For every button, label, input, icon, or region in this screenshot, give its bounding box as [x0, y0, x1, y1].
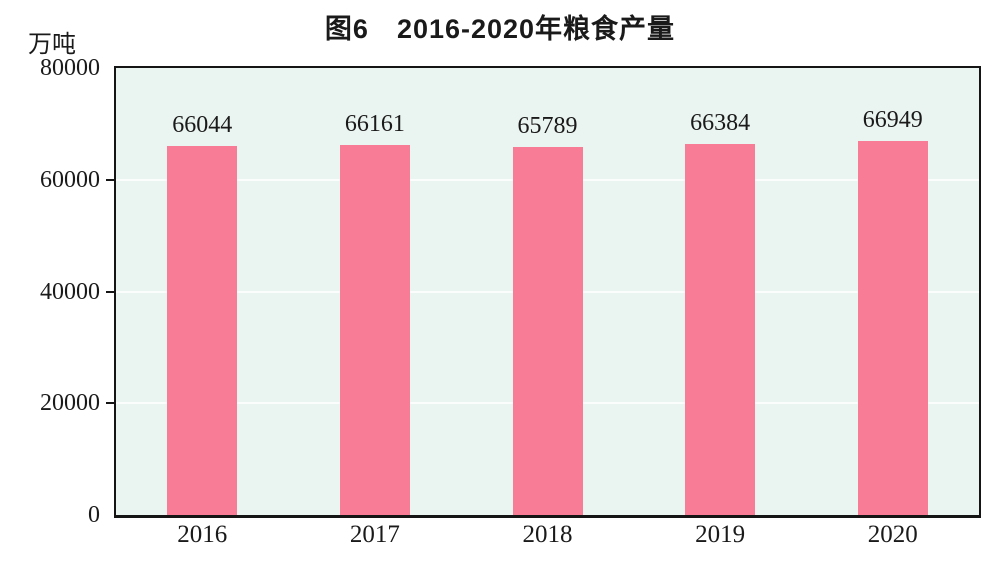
x-tick-label: 2020: [867, 521, 918, 548]
bar: [857, 140, 928, 515]
x-tick-label: 2018: [522, 521, 573, 548]
y-tick-label: 60000: [40, 166, 100, 193]
y-tick-label: 20000: [40, 390, 100, 417]
y-tick-label: 80000: [40, 55, 100, 81]
y-tick-mark: [106, 290, 114, 293]
x-tick-label: 2019: [695, 521, 746, 548]
bar: [167, 145, 238, 515]
bar-value-label: 66161: [344, 111, 405, 138]
chart-title: 图6 2016-2020年粮食产量: [324, 14, 676, 44]
y-tick-label: 40000: [40, 278, 100, 305]
bar-value-label: 66044: [172, 111, 233, 138]
bar: [685, 144, 756, 515]
y-tick-mark: [106, 178, 114, 181]
bar-value-label: 66949: [862, 106, 923, 133]
bar-value-label: 65789: [517, 113, 578, 140]
bar: [512, 147, 583, 515]
x-tick-label: 2017: [349, 521, 400, 548]
plot-area: [114, 66, 981, 518]
y-tick-mark: [106, 402, 114, 405]
bar: [339, 145, 410, 515]
y-tick-label: 0: [88, 502, 100, 528]
x-tick-label: 2016: [177, 521, 228, 548]
y-axis-unit-label: 万吨: [28, 32, 76, 58]
bar-value-label: 66384: [690, 110, 751, 137]
